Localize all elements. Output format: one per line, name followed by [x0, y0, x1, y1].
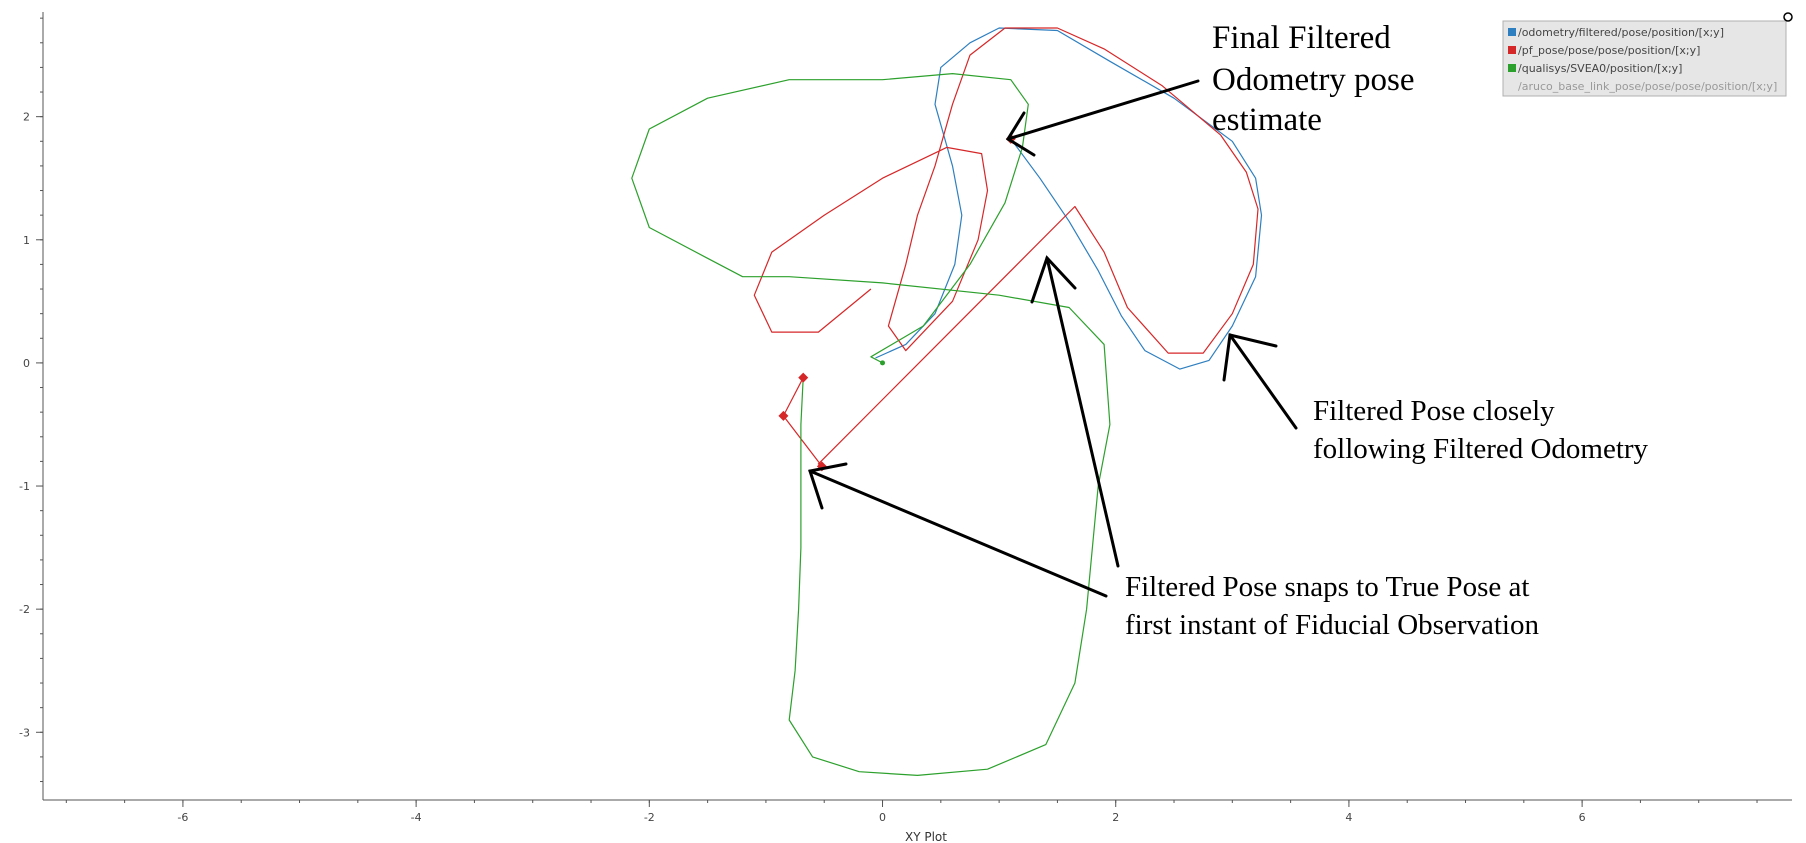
series-layer [631, 27, 1263, 776]
annotation-snap-line1: Filtered Pose snaps to True Pose at [1125, 571, 1529, 603]
annotation-closely-following-line1: Filtered Pose closely [1313, 395, 1555, 427]
x-tick-label: -2 [644, 811, 655, 824]
arrow-snap-upper [1045, 256, 1120, 568]
y-tick-label: -2 [19, 603, 30, 616]
annotation-final-odometry-line2: Odometry pose [1212, 62, 1415, 98]
pose-marker [798, 372, 809, 383]
y-tick-label: 1 [23, 234, 30, 247]
arrowhead-snap-upper [1030, 255, 1077, 304]
arrow-final-odometry [1006, 79, 1200, 141]
arrowhead-snap-lower [808, 462, 848, 510]
arrow-snap-lower [808, 469, 1108, 598]
x-tick-label: 2 [1112, 811, 1119, 824]
pose-marker [778, 410, 789, 421]
legend-swatch-odometry [1508, 28, 1516, 36]
series-pf-pose [753, 27, 1259, 467]
legend-swatch-pf-pose [1508, 46, 1516, 54]
annotation-snap: Filtered Pose snaps to True Pose at firs… [1125, 571, 1539, 641]
legend-label-aruco[interactable]: /aruco_base_link_pose/pose/pose/position… [1518, 80, 1777, 93]
arrow-closely-following [1228, 333, 1298, 430]
legend-swatch-qualisys [1508, 64, 1516, 72]
y-tick-label: 0 [23, 357, 30, 370]
legend: /odometry/filtered/pose/position/[x;y] /… [1502, 20, 1787, 97]
legend-label-pf-pose[interactable]: /pf_pose/pose/pose/position/[x;y] [1518, 44, 1700, 57]
series-qualisys [631, 73, 1111, 776]
annotation-closely-following-line2: following Filtered Odometry [1313, 433, 1649, 465]
annotation-arrows [808, 79, 1298, 598]
x-tick-label: 6 [1579, 811, 1586, 824]
annotation-closely-following: Filtered Pose closely following Filtered… [1313, 395, 1649, 465]
arrowhead-closely-following [1222, 333, 1278, 382]
annotation-snap-line2: first instant of Fiducial Observation [1125, 609, 1539, 641]
x-tick-label: 4 [1345, 811, 1352, 824]
arrowhead-final-odometry [1005, 111, 1036, 157]
annotation-final-odometry-line1: Final Filtered [1212, 20, 1391, 56]
x-tick-label: 0 [879, 811, 886, 824]
annotation-final-odometry-line3: estimate [1212, 102, 1322, 138]
y-tick-label: -3 [19, 726, 30, 739]
x-axis-title: XY Plot [905, 830, 947, 843]
annotation-final-odometry: Final Filtered Odometry pose estimate [1212, 20, 1423, 138]
y-tick-label: -1 [19, 480, 30, 493]
x-tick-label: -4 [411, 811, 422, 824]
axes: -6 -4 -2 0 2 4 6 -3 -2 -1 0 1 2 [19, 12, 1792, 824]
start-point-marker [880, 360, 886, 366]
legend-box [1502, 20, 1787, 97]
x-tick-label: -6 [177, 811, 188, 824]
legend-label-odometry[interactable]: /odometry/filtered/pose/position/[x;y] [1518, 26, 1724, 39]
legend-label-qualisys[interactable]: /qualisys/SVEA0/position/[x;y] [1518, 62, 1682, 75]
y-tick-label: 2 [23, 111, 30, 124]
corner-handle[interactable] [1783, 12, 1793, 22]
